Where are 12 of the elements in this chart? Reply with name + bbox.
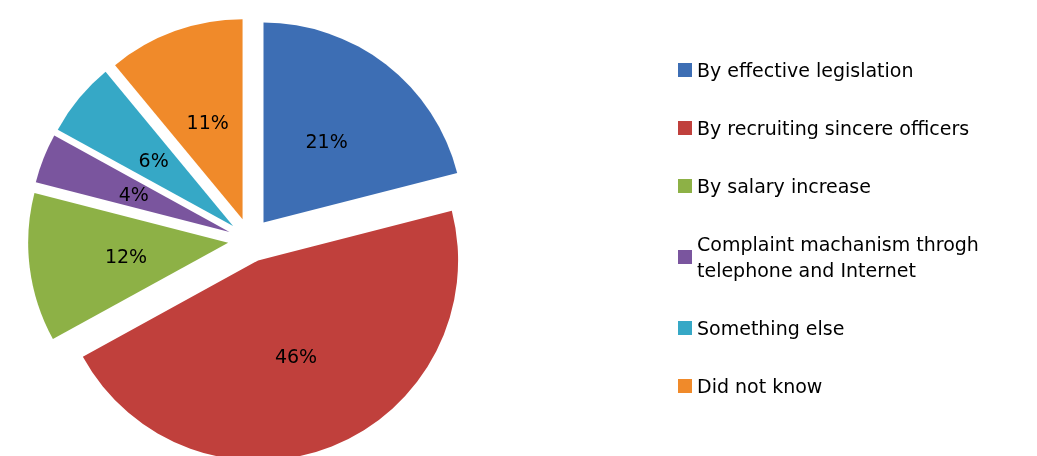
legend-label: Something else bbox=[697, 317, 845, 339]
legend-label: Complaint machanism throgh telephone and Internet bbox=[697, 233, 985, 281]
legend-label: By effective legislation bbox=[697, 59, 914, 81]
legend-label: By salary increase bbox=[697, 175, 871, 197]
data-label: 6% bbox=[138, 149, 169, 172]
data-label: 4% bbox=[118, 182, 149, 205]
data-label: 21% bbox=[305, 130, 348, 153]
data-label: 12% bbox=[104, 244, 148, 267]
data-label: 11% bbox=[186, 111, 229, 134]
legend-label: By recruiting sincere officers bbox=[697, 117, 970, 139]
data-label: 46% bbox=[274, 345, 318, 368]
legend-label: Did not know bbox=[697, 375, 823, 397]
